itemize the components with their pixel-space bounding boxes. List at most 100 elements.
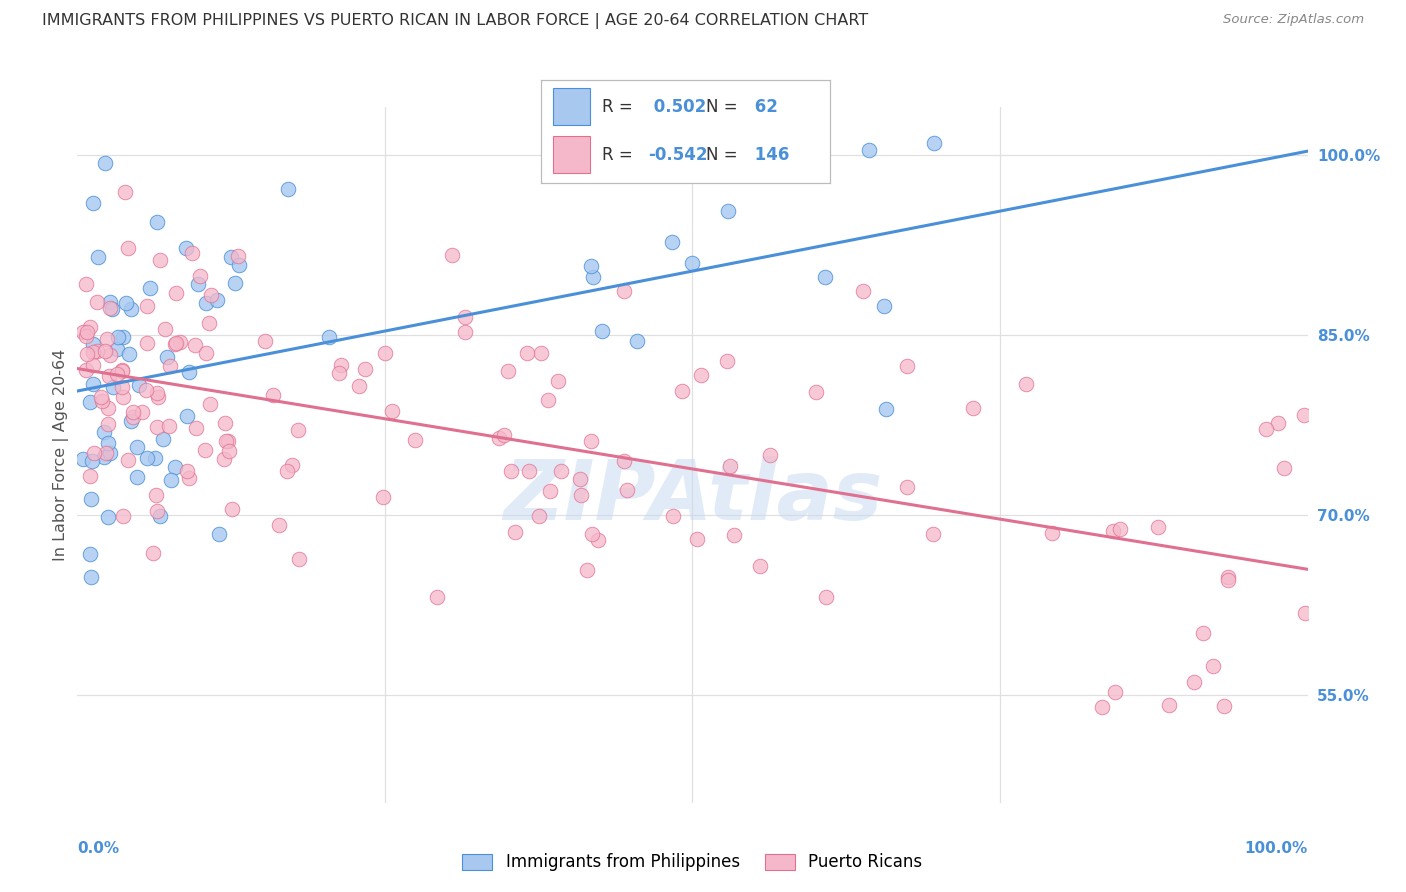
Point (142, 545, 165, 559)
Point (82, 358, 104, 372)
Point (1216, 570, 1239, 584)
Point (1294, 606, 1316, 620)
Point (581, 434, 603, 448)
Point (195, 296, 218, 310)
Point (208, 526, 231, 541)
Point (148, 390, 170, 404)
Point (537, 392, 560, 407)
FancyBboxPatch shape (553, 88, 591, 126)
Point (527, 508, 550, 523)
Point (896, 359, 918, 373)
Point (198, 316, 221, 330)
Point (262, 388, 284, 402)
Point (136, 336, 159, 351)
Point (538, 483, 561, 498)
Point (94, 446, 117, 460)
Point (100, 301, 122, 316)
Point (112, 509, 135, 524)
Point (214, 434, 236, 448)
Point (1109, 522, 1132, 536)
Point (131, 405, 153, 419)
Point (1218, 574, 1240, 588)
Point (858, 143, 880, 157)
Point (120, 414, 142, 428)
Point (115, 295, 138, 310)
Point (82, 376, 104, 391)
Point (758, 448, 780, 462)
Point (671, 384, 693, 398)
Point (569, 472, 592, 486)
Point (118, 347, 141, 361)
Point (98, 294, 121, 309)
Point (93, 425, 115, 439)
Point (177, 471, 200, 485)
Y-axis label: In Labor Force | Age 20-64: In Labor Force | Age 20-64 (53, 349, 69, 561)
Point (453, 310, 475, 325)
Point (97, 509, 120, 524)
Point (159, 473, 181, 487)
Point (1091, 700, 1114, 714)
Point (329, 358, 352, 372)
Point (581, 527, 603, 541)
Point (1182, 675, 1205, 690)
Point (120, 302, 142, 317)
Point (347, 378, 370, 392)
Point (75, 277, 97, 291)
Point (114, 186, 136, 200)
Point (381, 404, 404, 418)
Point (94, 156, 117, 170)
Point (1267, 417, 1289, 431)
Point (852, 284, 875, 298)
Point (82, 336, 104, 351)
Text: Source: ZipAtlas.com: Source: ZipAtlas.com (1223, 13, 1364, 27)
Point (127, 440, 149, 454)
Point (226, 249, 249, 263)
Point (139, 281, 162, 295)
Point (159, 359, 181, 374)
Point (253, 334, 276, 349)
Point (723, 528, 745, 542)
Point (146, 215, 169, 229)
Point (105, 343, 128, 357)
Point (187, 277, 209, 292)
Point (177, 365, 200, 379)
Point (662, 509, 685, 524)
Point (579, 259, 602, 273)
Point (86, 295, 108, 310)
Point (1040, 525, 1063, 540)
Point (195, 346, 218, 360)
Point (153, 322, 176, 336)
Point (1147, 520, 1170, 534)
Point (219, 250, 242, 264)
Point (111, 330, 134, 344)
Point (87, 250, 110, 264)
Text: 0.0%: 0.0% (77, 841, 120, 856)
Point (582, 270, 605, 285)
Point (626, 334, 648, 349)
Point (90, 394, 112, 409)
Point (111, 364, 134, 378)
Point (145, 488, 167, 502)
Point (181, 245, 204, 260)
Point (82, 345, 104, 359)
Point (962, 401, 984, 416)
Point (749, 559, 772, 574)
Point (97, 417, 120, 432)
Point (221, 502, 243, 516)
Point (79, 394, 101, 409)
Point (1191, 626, 1213, 640)
Point (136, 450, 159, 465)
Point (152, 432, 174, 446)
Point (165, 459, 187, 474)
Point (922, 527, 945, 541)
Point (214, 416, 236, 430)
Point (1104, 685, 1126, 699)
Point (440, 248, 463, 262)
Point (111, 379, 134, 393)
Point (107, 329, 129, 343)
FancyBboxPatch shape (553, 136, 591, 173)
Point (82, 196, 104, 211)
Point (492, 428, 515, 442)
Point (922, 136, 945, 150)
Point (1254, 422, 1277, 436)
